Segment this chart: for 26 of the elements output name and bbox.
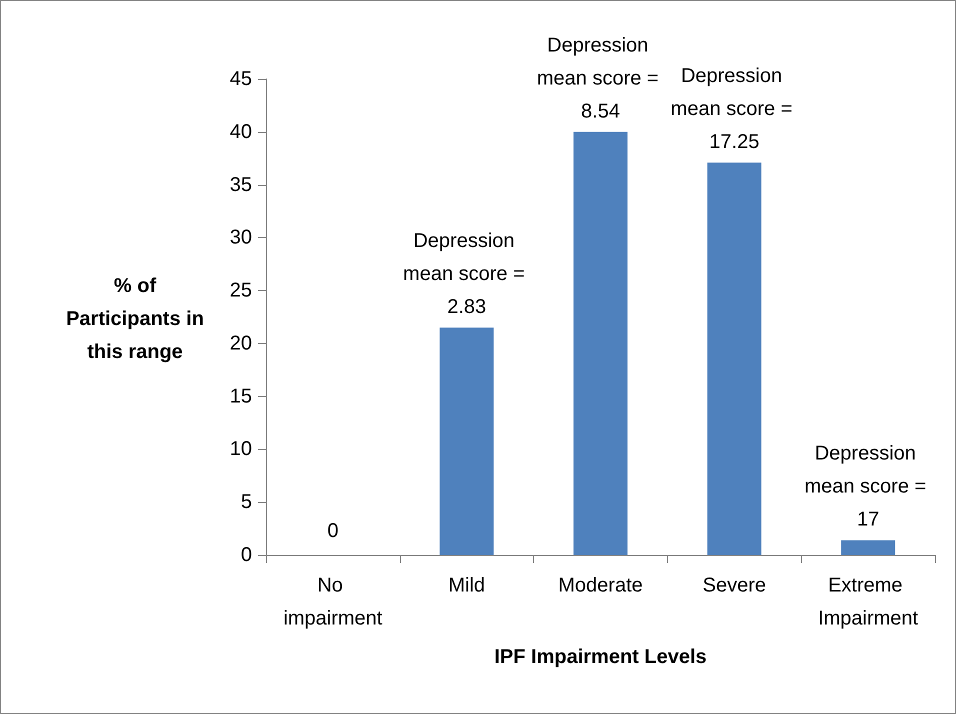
x-tick-label: Mild xyxy=(448,574,486,596)
bar xyxy=(574,132,628,555)
bar xyxy=(707,162,762,555)
bar xyxy=(841,540,896,555)
y-tick-label: 20 xyxy=(230,332,252,354)
y-tick-label: 5 xyxy=(240,491,252,514)
y-tick-label: 30 xyxy=(230,226,252,249)
y-tick-label: 25 xyxy=(230,280,252,302)
annotation: Depression mean score = 17 xyxy=(804,442,932,531)
y-tick-label: 10 xyxy=(230,438,252,460)
y-axis-title: % of Participants in this range xyxy=(65,274,205,365)
y-tick-label: 15 xyxy=(230,385,252,408)
y-tick-label: 35 xyxy=(230,174,252,196)
x-tick-label: Moderate xyxy=(558,574,643,596)
bar xyxy=(440,328,494,555)
y-tick-label: 40 xyxy=(230,120,252,143)
annotation: Depression mean score = 8.54 xyxy=(536,34,664,122)
y-tick-label: 0 xyxy=(240,544,252,566)
x-axis-title: IPF Impairment Levels xyxy=(494,646,707,668)
x-tick-label: Extreme Impairment xyxy=(818,574,919,630)
annotation: Depression mean score = 2.83 xyxy=(403,230,530,318)
annotation: Depression mean score = 17.25 xyxy=(670,65,798,154)
y-tick-label: 45 xyxy=(230,68,252,90)
x-tick-label: No impairment xyxy=(283,574,383,630)
x-tick-label: Severe xyxy=(702,574,766,596)
data-label: 0 xyxy=(327,520,338,542)
